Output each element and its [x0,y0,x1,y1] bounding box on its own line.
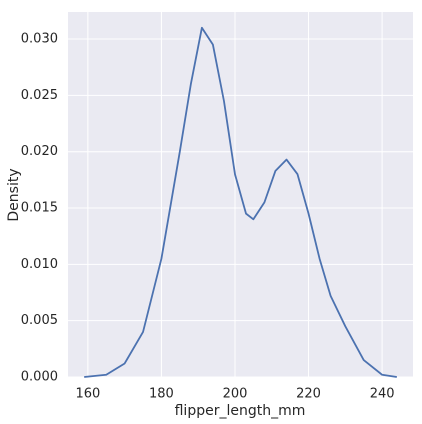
x-tick-label: 240 [370,387,395,402]
y-tick-label: 0.025 [21,88,58,103]
density-line [84,26,397,378]
x-axis-label: flipper_length_mm [175,403,306,419]
x-tick-label: 160 [75,387,100,402]
x-tick-label: 180 [149,387,174,402]
y-axis-label: Density [6,168,22,221]
x-tick-label: 200 [223,387,248,402]
y-tick-label: 0.005 [21,313,58,328]
y-tick-label: 0.030 [21,32,58,47]
y-tick-label: 0.000 [21,370,58,385]
y-tick-label: 0.020 [21,144,58,159]
y-tick-label: 0.015 [21,201,58,216]
x-tick-label: 220 [296,387,321,402]
y-tick-label: 0.010 [21,257,58,272]
